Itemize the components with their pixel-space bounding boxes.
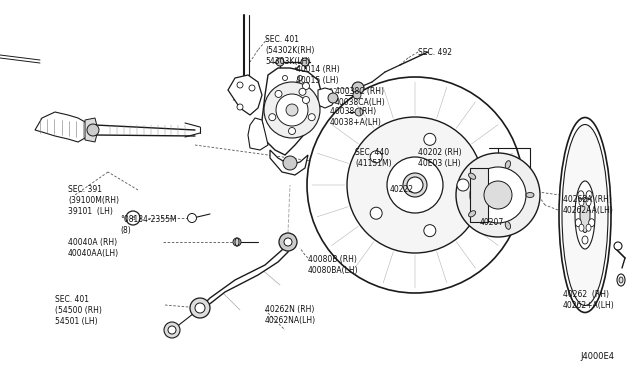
Circle shape xyxy=(347,117,483,253)
Circle shape xyxy=(301,58,309,66)
Text: SEC. 401
(54302K(RH)
54303K(LH): SEC. 401 (54302K(RH) 54303K(LH) xyxy=(265,35,314,66)
Circle shape xyxy=(299,88,306,95)
Circle shape xyxy=(370,207,382,219)
Ellipse shape xyxy=(562,125,608,305)
Circle shape xyxy=(387,157,443,213)
Ellipse shape xyxy=(586,224,591,231)
Circle shape xyxy=(353,91,361,99)
Ellipse shape xyxy=(505,161,511,169)
Polygon shape xyxy=(318,88,335,108)
Ellipse shape xyxy=(235,238,239,246)
Circle shape xyxy=(284,238,292,246)
Text: B: B xyxy=(131,215,135,221)
Text: SEC. 440
(41151M): SEC. 440 (41151M) xyxy=(355,148,392,168)
Text: 40080B (RH)
40080BA(LH): 40080B (RH) 40080BA(LH) xyxy=(308,255,358,275)
Ellipse shape xyxy=(619,277,623,283)
Circle shape xyxy=(289,128,296,135)
Circle shape xyxy=(269,114,276,121)
Polygon shape xyxy=(248,118,268,150)
Ellipse shape xyxy=(580,198,590,232)
Text: 40038  (RH)
40038+A(LH): 40038 (RH) 40038+A(LH) xyxy=(330,107,382,127)
Circle shape xyxy=(352,82,364,94)
Ellipse shape xyxy=(468,173,476,179)
Circle shape xyxy=(328,93,338,103)
Circle shape xyxy=(126,211,140,225)
Circle shape xyxy=(264,82,320,138)
Ellipse shape xyxy=(468,211,476,217)
Ellipse shape xyxy=(579,199,584,206)
Ellipse shape xyxy=(582,236,588,244)
Text: 40202 (RH)
40E03 (LH): 40202 (RH) 40E03 (LH) xyxy=(418,148,461,168)
Text: 40262A (RH)
40262AA(LH): 40262A (RH) 40262AA(LH) xyxy=(563,195,614,215)
Circle shape xyxy=(275,90,282,97)
Polygon shape xyxy=(228,75,262,115)
Ellipse shape xyxy=(586,191,592,199)
Circle shape xyxy=(87,124,99,136)
Circle shape xyxy=(286,104,298,116)
Circle shape xyxy=(424,225,436,237)
Ellipse shape xyxy=(505,222,511,229)
Circle shape xyxy=(168,326,176,334)
Circle shape xyxy=(457,179,469,191)
Circle shape xyxy=(303,96,310,103)
Text: SEC. 492: SEC. 492 xyxy=(418,48,452,57)
Polygon shape xyxy=(85,118,98,142)
Circle shape xyxy=(370,151,382,163)
Circle shape xyxy=(308,114,316,121)
Text: °08184-2355M
(8): °08184-2355M (8) xyxy=(120,215,177,235)
Ellipse shape xyxy=(578,191,584,199)
Ellipse shape xyxy=(579,224,584,231)
Ellipse shape xyxy=(575,219,581,227)
Text: 40040A (RH)
40040AA(LH): 40040A (RH) 40040AA(LH) xyxy=(68,238,119,258)
Circle shape xyxy=(298,76,303,80)
Circle shape xyxy=(276,58,284,66)
Circle shape xyxy=(195,303,205,313)
Text: SEC. 401
(54500 (RH)
54501 (LH): SEC. 401 (54500 (RH) 54501 (LH) xyxy=(55,295,102,326)
Circle shape xyxy=(237,104,243,110)
Text: J4000E4: J4000E4 xyxy=(580,352,614,361)
Circle shape xyxy=(237,82,243,88)
Polygon shape xyxy=(35,112,88,142)
Ellipse shape xyxy=(575,181,595,249)
Ellipse shape xyxy=(589,219,595,227)
Text: 40222: 40222 xyxy=(390,185,414,194)
Circle shape xyxy=(456,153,540,237)
Circle shape xyxy=(282,76,287,80)
Polygon shape xyxy=(470,168,488,222)
Circle shape xyxy=(190,298,210,318)
Text: SEC. 391
(39100M(RH)
39101  (LH): SEC. 391 (39100M(RH) 39101 (LH) xyxy=(68,185,119,216)
Text: 40207: 40207 xyxy=(480,218,504,227)
Circle shape xyxy=(249,85,255,91)
Circle shape xyxy=(164,322,180,338)
Circle shape xyxy=(279,233,297,251)
Circle shape xyxy=(407,177,423,193)
Circle shape xyxy=(276,94,308,126)
Circle shape xyxy=(614,242,622,250)
Circle shape xyxy=(424,133,436,145)
Polygon shape xyxy=(270,150,308,175)
Text: 40014 (RH)
40015 (LH): 40014 (RH) 40015 (LH) xyxy=(296,65,340,85)
Circle shape xyxy=(303,83,310,90)
Text: 40038C (RH)
40038CA(LH): 40038C (RH) 40038CA(LH) xyxy=(335,87,386,107)
Text: 40262  (RH)
40262+A(LH): 40262 (RH) 40262+A(LH) xyxy=(563,290,615,310)
Circle shape xyxy=(307,77,523,293)
Circle shape xyxy=(470,167,526,223)
Circle shape xyxy=(283,156,297,170)
Ellipse shape xyxy=(559,118,611,312)
Polygon shape xyxy=(198,238,290,310)
Ellipse shape xyxy=(586,199,591,206)
Circle shape xyxy=(355,108,363,116)
Polygon shape xyxy=(262,68,322,155)
Circle shape xyxy=(484,181,512,209)
Circle shape xyxy=(188,214,196,222)
Ellipse shape xyxy=(617,274,625,286)
Circle shape xyxy=(403,173,427,197)
Circle shape xyxy=(233,238,241,246)
Text: 40262N (RH)
40262NA(LH): 40262N (RH) 40262NA(LH) xyxy=(265,305,316,325)
Ellipse shape xyxy=(526,192,534,198)
